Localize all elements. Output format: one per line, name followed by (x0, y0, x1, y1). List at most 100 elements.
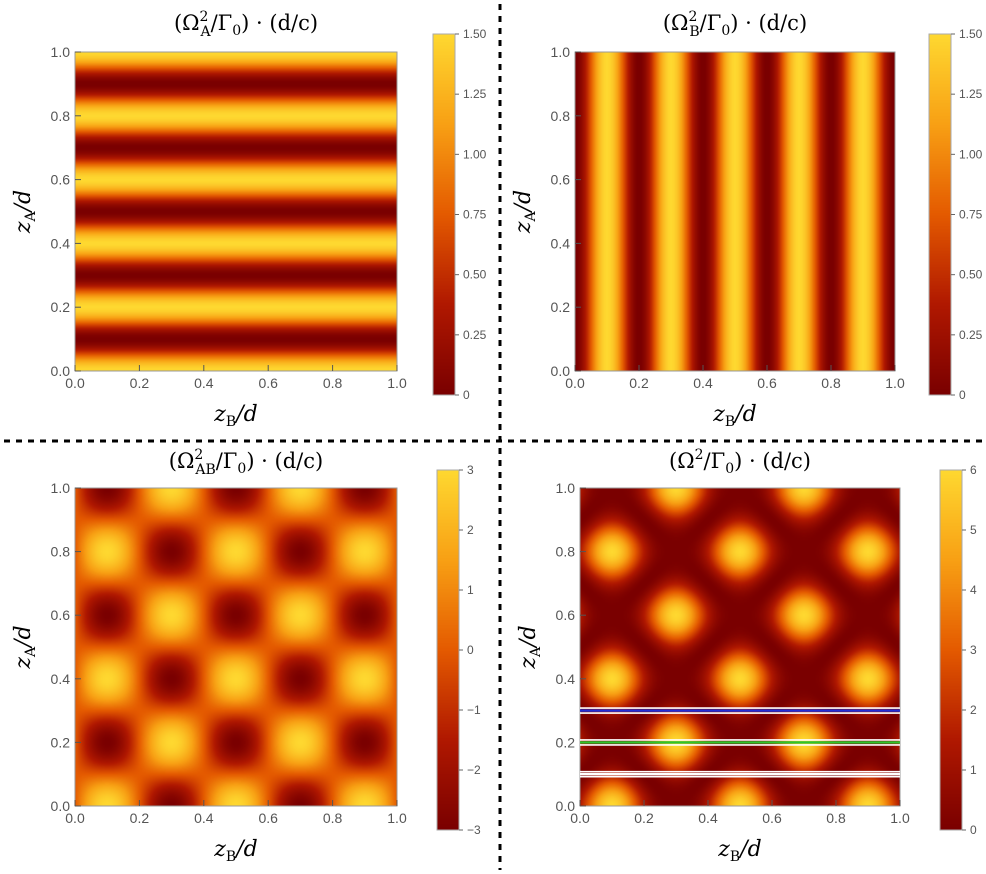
x-axis-label: zB/d (213, 402, 257, 430)
colorbar-tick-label: 6 (970, 463, 977, 477)
x-tick-label: 0.0 (565, 375, 585, 391)
colorbar-tick-label: 1.00 (463, 147, 487, 161)
y-tick-label: 0.2 (51, 299, 71, 315)
colorbar-tick-label: 3 (467, 463, 474, 477)
y-axis-label-group: zA/d (511, 190, 539, 234)
colorbar-tick-label: 1.25 (463, 87, 487, 101)
y-tick-label: 0.8 (551, 108, 571, 124)
heatmap-image (75, 488, 397, 806)
x-tick-label: 0.6 (757, 375, 777, 391)
y-axis-label-group: zA/d (11, 190, 39, 234)
y-tick-label: 0.0 (51, 798, 71, 814)
y-tick-label: 0.2 (556, 734, 576, 750)
y-tick-label: 0.0 (556, 798, 576, 814)
x-tick-label: 0.4 (698, 810, 718, 826)
x-tick-label: 1.0 (885, 375, 905, 391)
colorbar-tick-label: 1.25 (959, 87, 983, 101)
y-tick-label: 0.4 (556, 671, 576, 687)
panel-title: (Ω2 AB/Γ0) · (d/c) (169, 447, 323, 478)
y-tick-label: 0.4 (551, 235, 571, 251)
colorbar-tick-label: −1 (467, 703, 481, 717)
x-tick-label: 0.8 (323, 375, 343, 391)
colorbar-tick-label: 0.75 (463, 208, 487, 222)
x-tick-label: 0.8 (826, 810, 846, 826)
x-tick-label: 1.0 (387, 375, 407, 391)
x-axis-label: zB/d (717, 837, 761, 865)
y-tick-label: 0.0 (551, 363, 571, 379)
x-tick-label: 0.2 (130, 375, 150, 391)
x-tick-label: 0.0 (65, 375, 85, 391)
colorbar-tick-label: 1.00 (959, 147, 983, 161)
colorbar-tick-label: 0 (959, 388, 966, 402)
y-tick-label: 0.4 (51, 235, 71, 251)
colorbar-tick-label: 0.25 (959, 328, 983, 342)
colorbar (437, 470, 459, 830)
colorbar-tick-label: 0 (463, 388, 470, 402)
heatmap-image (580, 488, 900, 806)
x-tick-label: 0.6 (258, 810, 278, 826)
x-tick-label: 0.4 (693, 375, 713, 391)
x-tick-label: 0.8 (323, 810, 343, 826)
heatmap-image (575, 52, 895, 371)
x-tick-label: 0.2 (634, 810, 654, 826)
heatmap-image (75, 52, 397, 371)
colorbar-tick-label: −2 (467, 763, 481, 777)
panel-title: (Ω2 A/Γ0) · (d/c) (174, 9, 318, 40)
x-axis-label: zB/d (712, 402, 756, 430)
colorbar (929, 34, 951, 395)
y-tick-label: 0.8 (51, 108, 71, 124)
x-tick-label: 1.0 (387, 810, 407, 826)
colorbar-tick-label: 2 (970, 703, 977, 717)
x-tick-label: 0.8 (821, 375, 841, 391)
colorbar-tick-label: 2 (467, 523, 474, 537)
y-tick-label: 0.6 (51, 172, 71, 188)
y-tick-label: 1.0 (556, 480, 576, 496)
y-axis-label: zA/d (11, 625, 39, 669)
y-tick-label: 0.6 (51, 607, 71, 623)
x-axis-label: zB/d (213, 837, 257, 865)
plot-frame (579, 487, 901, 807)
y-tick-label: 0.0 (51, 363, 71, 379)
plot-frame (74, 51, 398, 372)
y-axis-label: zA/d (11, 190, 39, 234)
colorbar (940, 470, 962, 830)
colorbar-tick-label: 0.75 (959, 208, 983, 222)
colorbar-tick-label: 0 (467, 643, 474, 657)
x-tick-label: 0.6 (258, 375, 278, 391)
y-axis-label-group: zA/d (516, 625, 544, 669)
y-tick-label: 0.2 (51, 734, 71, 750)
y-axis-label-group: zA/d (11, 625, 39, 669)
panel-2: (Ω2 B/Γ0) · (d/c) 0.00.0 0.2 0.2 0.4 0.4 0.6 0.6… (511, 9, 983, 430)
y-axis-label: zA/d (511, 190, 539, 234)
panel-title: (Ω2 B/Γ0) · (d/c) (663, 9, 807, 40)
colorbar-tick-label: 3 (970, 643, 977, 657)
y-tick-label: 0.4 (51, 671, 71, 687)
y-tick-label: 0.6 (551, 172, 571, 188)
y-tick-label: 0.8 (556, 544, 576, 560)
colorbar-tick-label: −3 (467, 823, 481, 837)
x-tick-label: 0.6 (762, 810, 782, 826)
colorbar-tick-label: 0.50 (959, 268, 983, 282)
colorbar (433, 34, 455, 395)
y-axis-label: zA/d (516, 625, 544, 669)
x-tick-label: 0.4 (194, 375, 214, 391)
panel-3: (Ω2 AB/Γ0) · (d/c) 0.00.0 0.2 0.2 0.4 0.4 0.6 0.… (11, 447, 481, 865)
colorbar-tick-label: 0 (970, 823, 977, 837)
colorbar-tick-label: 0.50 (463, 268, 487, 282)
plot-frame (74, 487, 398, 807)
panel-1: (Ω2 A/Γ0) · (d/c) 0.00.0 0.2 0.2 0.4 0.4 0.6 0.6… (11, 9, 487, 430)
x-tick-label: 0.0 (65, 810, 85, 826)
y-tick-label: 0.2 (551, 299, 571, 315)
colorbar-tick-label: 0.25 (463, 328, 487, 342)
panel-title: (Ω2/Γ0) · (d/c) (669, 447, 811, 477)
y-tick-label: 0.8 (51, 544, 71, 560)
x-tick-label: 0.2 (130, 810, 150, 826)
colorbar-tick-label: 1.50 (959, 27, 983, 41)
colorbar-tick-label: 5 (970, 523, 977, 537)
panel-4: (Ω2/Γ0) · (d/c) 0.00.0 0.2 0.2 0.4 0.4 0.6 0.6 0… (516, 447, 977, 865)
y-tick-label: 0.6 (556, 607, 576, 623)
y-tick-label: 1.0 (51, 480, 71, 496)
colorbar-tick-label: 1 (970, 763, 977, 777)
x-tick-label: 1.0 (890, 810, 910, 826)
